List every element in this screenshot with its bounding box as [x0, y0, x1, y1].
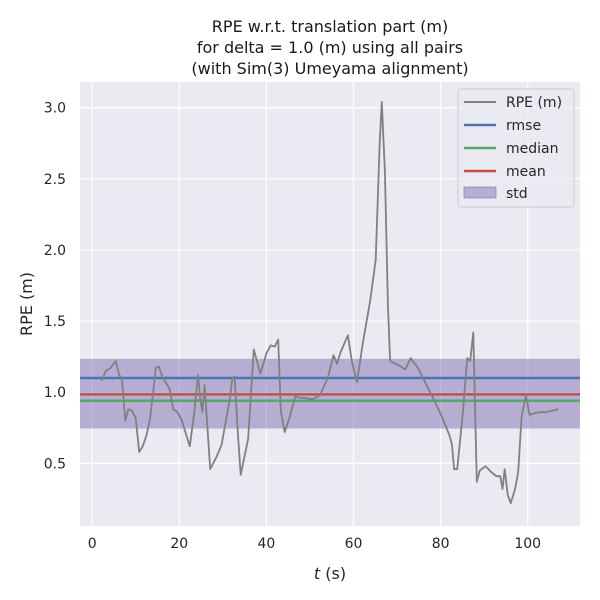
title-line-1: RPE w.r.t. translation part (m) [212, 17, 448, 36]
x-tick-label: 60 [345, 536, 363, 552]
legend-label-rpe: RPE (m) [506, 95, 562, 111]
x-tick-label: 80 [432, 536, 450, 552]
title-line-2: for delta = 1.0 (m) using all pairs [197, 38, 463, 57]
y-tick-label: 1.0 [44, 385, 66, 401]
legend-label-median: median [506, 141, 558, 157]
series-layer [100, 101, 559, 505]
x-tick-label: 0 [88, 536, 97, 552]
legend: RPE (m) rmse median mean std [457, 88, 575, 208]
x-axis-label-unit: (s) [320, 564, 346, 583]
y-tick-label: 1.5 [44, 314, 66, 330]
y-tick-labels: 0.5 1.0 1.5 2.0 2.5 3.0 [44, 101, 66, 473]
x-tick-labels: 0 20 40 60 80 100 [88, 536, 541, 552]
y-tick-label: 0.5 [44, 456, 66, 472]
x-axis-label: t (s) [314, 564, 346, 583]
x-tick-label: 40 [257, 536, 275, 552]
title-line-3: (with Sim(3) Umeyama alignment) [191, 59, 468, 78]
x-tick-label: 20 [170, 536, 188, 552]
y-tick-label: 3.0 [44, 101, 66, 117]
y-axis-label: RPE (m) [17, 272, 36, 336]
legend-box [457, 88, 575, 208]
legend-swatch-std [463, 186, 497, 199]
x-axis-label-var: t [314, 564, 321, 583]
y-tick-label: 2.0 [44, 243, 66, 259]
rpe-series-line [100, 101, 559, 505]
y-tick-label: 2.5 [44, 172, 66, 188]
x-tick-label: 100 [514, 536, 541, 552]
legend-label-std: std [506, 186, 528, 202]
legend-label-rmse: rmse [506, 118, 541, 134]
chart-title: RPE w.r.t. translation part (m) for delt… [191, 17, 468, 78]
legend-label-mean: mean [506, 164, 546, 180]
